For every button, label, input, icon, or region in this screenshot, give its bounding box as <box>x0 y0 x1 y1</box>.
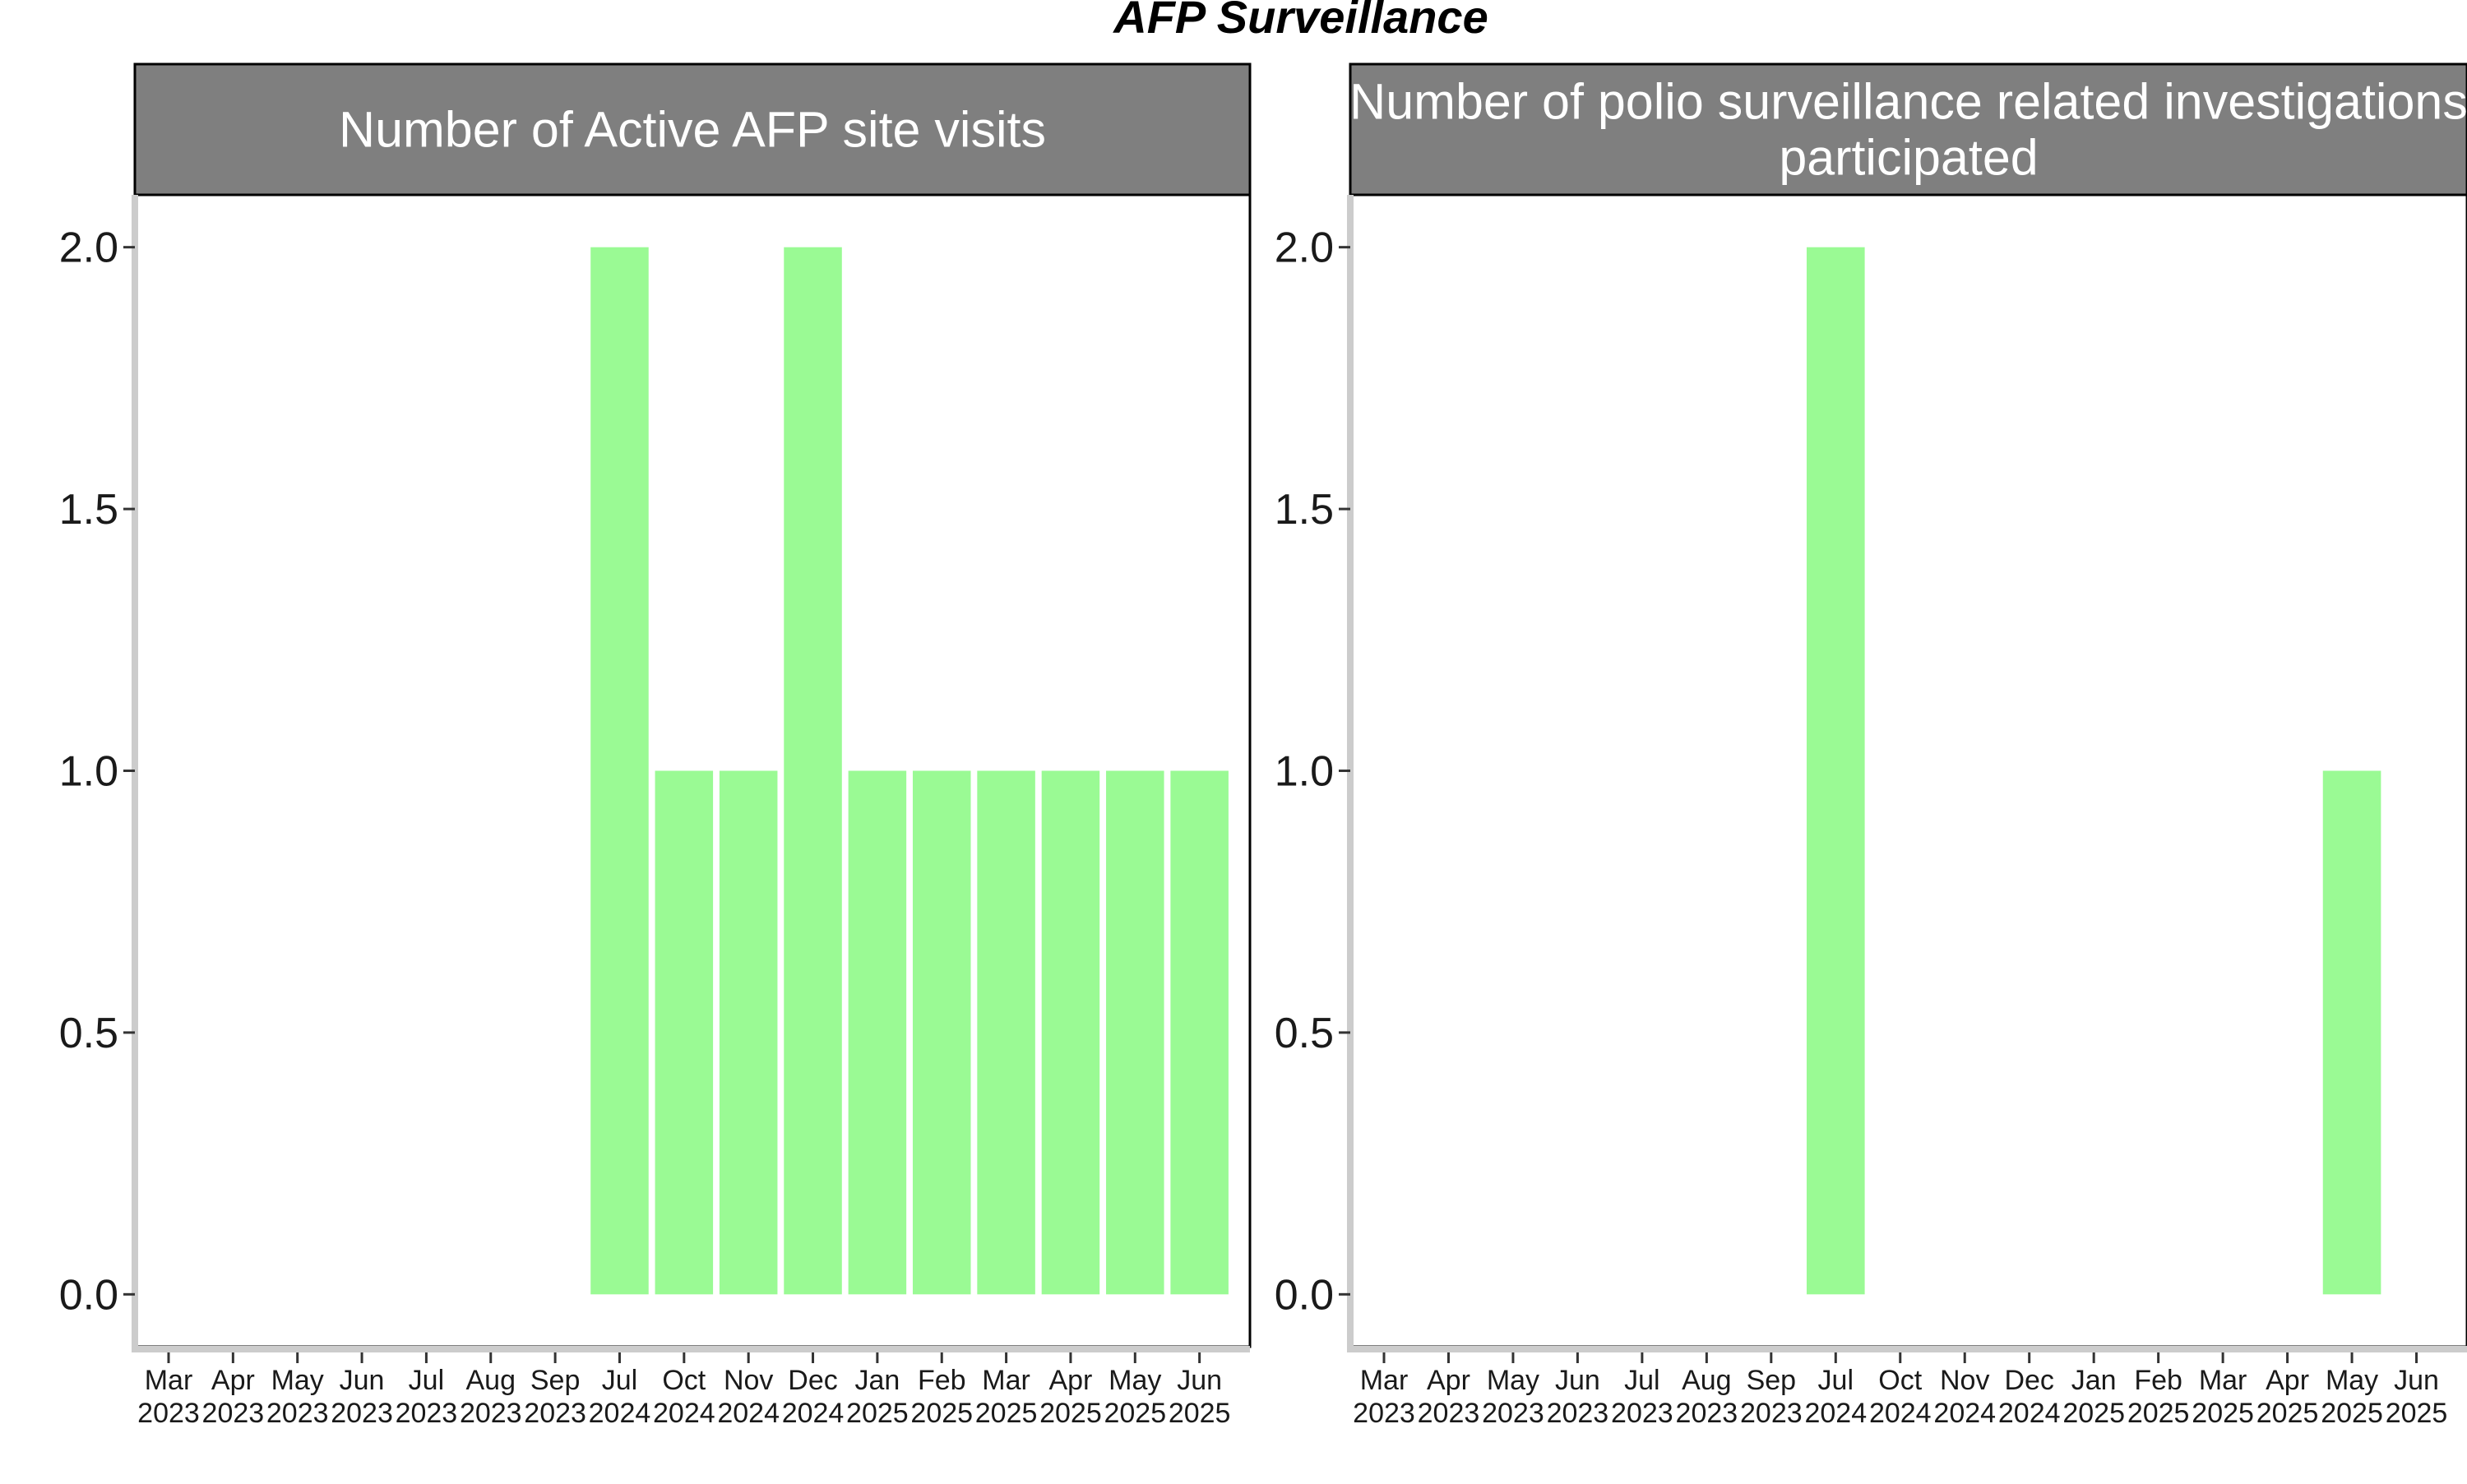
bar-1-16 <box>1106 770 1164 1295</box>
x-tick-label: Aug 2023 <box>460 1365 522 1429</box>
x-tick-label: Dec 2024 <box>1998 1365 2061 1429</box>
x-tick-label: Sep 2023 <box>524 1365 586 1429</box>
facet-title: Number of Active AFP site visits <box>339 102 1046 158</box>
bar-1-15 <box>1041 770 1100 1295</box>
y-tick-label: 0.0 <box>59 1271 118 1319</box>
x-tick-label: Jul 2023 <box>1611 1365 1673 1429</box>
x-tick-label: Jun 2025 <box>1169 1365 1231 1429</box>
facet-strip <box>133 62 1252 196</box>
x-tick-label: Feb 2025 <box>2127 1365 2190 1429</box>
bar-1-9 <box>655 770 714 1295</box>
x-tick-label: Jul 2023 <box>396 1365 458 1429</box>
x-tick-label: Aug 2023 <box>1676 1365 1738 1429</box>
y-tick-label: 2.0 <box>59 224 118 272</box>
bar-1-17 <box>1170 770 1229 1295</box>
panel-border <box>1349 193 2467 1348</box>
y-tick-label: 0.0 <box>1275 1271 1334 1319</box>
bar-1-11 <box>784 247 842 1295</box>
bar-1-14 <box>977 770 1035 1295</box>
x-tick-label: Oct 2024 <box>1869 1365 1932 1429</box>
x-tick-label: Mar 2025 <box>2192 1365 2254 1429</box>
x-tick-label: Nov 2024 <box>1933 1365 1996 1429</box>
y-tick-label: 1.0 <box>1275 748 1334 796</box>
x-tick-label: Nov 2024 <box>717 1365 780 1429</box>
y-tick-label: 2.0 <box>1275 224 1334 272</box>
x-tick-label: Jun 2023 <box>1547 1365 1609 1429</box>
bar-1-13 <box>912 770 971 1295</box>
chart-title: AFP Surveillance <box>1112 0 1488 43</box>
x-tick-label: Jun 2025 <box>2386 1365 2448 1429</box>
x-tick-label: Mar 2025 <box>975 1365 1038 1429</box>
x-tick-label: Jul 2024 <box>1804 1365 1867 1429</box>
x-tick-label: May 2025 <box>2321 1365 2383 1429</box>
x-tick-label: Jul 2024 <box>589 1365 651 1429</box>
x-tick-label: Dec 2024 <box>782 1365 845 1429</box>
x-tick-label: Jun 2023 <box>331 1365 393 1429</box>
y-tick-label: 1.5 <box>59 486 118 534</box>
facet-title: Number of polio surveillance related inv… <box>1349 74 2467 186</box>
y-tick-label: 1.0 <box>59 748 118 796</box>
bar-2-8 <box>1806 247 1865 1295</box>
bar-2-16 <box>2322 770 2381 1295</box>
x-tick-label: Apr 2025 <box>2256 1365 2319 1429</box>
bar-1-10 <box>719 770 778 1295</box>
x-tick-label: Sep 2023 <box>1740 1365 1803 1429</box>
bar-1-8 <box>590 247 649 1295</box>
x-tick-label: Feb 2025 <box>910 1365 973 1429</box>
facet-panel-1: Number of Active AFP site visits 0.0 0.5 1.… <box>59 62 1252 1429</box>
x-tick-label: Jan 2025 <box>2062 1365 2125 1429</box>
y-tick-label: 0.5 <box>59 1010 118 1057</box>
x-tick-label: Apr 2025 <box>1039 1365 1102 1429</box>
facet-panel-2: Number of polio surveillance related inv… <box>1275 62 2467 1429</box>
x-tick-label: Mar 2023 <box>137 1365 200 1429</box>
facets: Number of Active AFP site visits 0.0 0.5 1.… <box>59 62 2467 1429</box>
bar-1-12 <box>848 770 907 1295</box>
y-tick-label: 0.5 <box>1275 1010 1334 1057</box>
x-tick-label: May 2025 <box>1104 1365 1166 1429</box>
x-tick-label: Oct 2024 <box>653 1365 715 1429</box>
x-tick-label: Mar 2023 <box>1353 1365 1415 1429</box>
x-tick-label: Apr 2023 <box>202 1365 265 1429</box>
x-tick-label: Apr 2023 <box>1418 1365 1480 1429</box>
x-tick-label: Jan 2025 <box>846 1365 909 1429</box>
x-tick-label: May 2023 <box>1482 1365 1544 1429</box>
y-tick-label: 1.5 <box>1275 486 1334 534</box>
x-tick-label: May 2023 <box>266 1365 329 1429</box>
